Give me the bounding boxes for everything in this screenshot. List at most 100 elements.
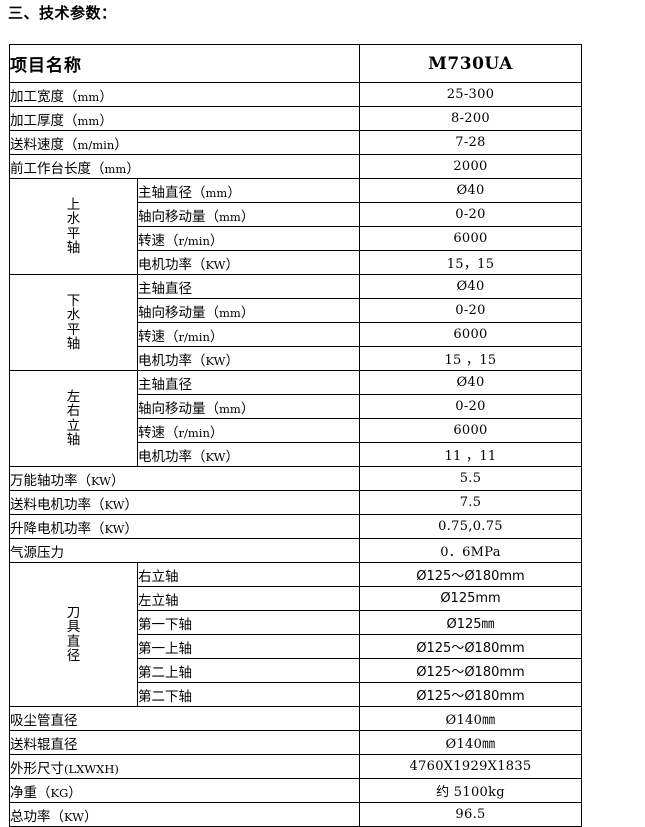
spec-item-name: 电机功率（KW） [137, 250, 360, 275]
spec-value: Ø140㎜ [359, 706, 582, 731]
spec-item-label: 主轴直径 [138, 376, 192, 393]
spec-value: 96.5 [359, 802, 582, 827]
spec-item-name: 万能轴功率（KW） [9, 466, 360, 491]
vertical-label-char: 具 [66, 619, 81, 636]
spec-item-label: 右立轴 [138, 568, 179, 585]
spec-item-label: 电机功率（ [138, 448, 206, 465]
spec-item-name: 转速（r/min） [137, 226, 360, 251]
spec-item-label-tail: ） [209, 424, 224, 441]
spec-value: 0．6MPa [359, 538, 582, 563]
spec-value: 约 5100kg [359, 778, 582, 803]
spec-item-unit: (LXWXH) [64, 761, 119, 776]
spec-item-label-tail: ） [209, 232, 224, 249]
spec-row: 转速（r/min） 6000 [10, 322, 582, 347]
spec-value: 0.75,0.75 [359, 514, 582, 539]
spec-item-label: 轴向移动量（ [138, 208, 219, 225]
vertical-label: 刀具直径 [10, 606, 137, 662]
spec-value: 25-300 [359, 82, 582, 107]
spec-value: Ø140㎜ [359, 730, 582, 755]
spec-row: 升降电机功率（KW） 0.75,0.75 [9, 514, 582, 539]
spec-row: 刀具直径 右立轴 Ø125～Ø180mm [9, 562, 582, 707]
spec-item-label: 转速（ [138, 232, 179, 249]
spec-value: 6000 [359, 226, 582, 251]
vertical-label: 上水平轴 [10, 198, 137, 254]
spec-item-label: 气源压力 [10, 544, 64, 561]
spec-item-label: 主轴直径 [138, 280, 192, 297]
spec-value: 0-20 [359, 298, 582, 323]
spec-row: 送料辊直径 Ø140㎜ [9, 730, 582, 755]
spec-item-label-tail: ） [225, 256, 240, 273]
spec-value: Ø125～Ø180mm [359, 682, 582, 707]
spec-item-name: 第一下轴 [137, 610, 360, 635]
spec-value: 15 ，15 [359, 346, 582, 371]
vertical-label-char: 平 [66, 225, 81, 242]
spec-item-label: 送料辊直径 [10, 736, 78, 753]
table-header-row: 项目名称 M730UA [9, 44, 582, 83]
table-body: 项目名称 M730UA 加工宽度（mm） 25-300 加工厚度（mm） 8-200 送料速… [9, 44, 582, 827]
spec-item-label-tail: ） [225, 352, 240, 369]
spec-item-unit: KW [104, 521, 125, 536]
spec-item-label-tail: ） [225, 448, 240, 465]
spec-row: 加工厚度（mm） 8-200 [9, 106, 582, 131]
vertical-label-char: 轴 [66, 335, 81, 352]
spec-item-label: 转速（ [138, 424, 179, 441]
spec-item-label-tail: ） [227, 184, 241, 201]
spec-item-label: 加工厚度（ [10, 112, 78, 129]
spec-item-name: 轴向移动量（mm） [137, 202, 360, 227]
spec-row: 加工宽度（mm） 25-300 [9, 82, 582, 107]
vertical-label-char: 右 [66, 403, 81, 420]
spec-value: 5.5 [359, 466, 582, 491]
spec-value: Ø125㎜ [359, 610, 582, 635]
spec-item-name: 第二上轴 [137, 658, 360, 683]
spec-value: 7-28 [359, 130, 582, 155]
spec-item-label-tail: ） [111, 472, 125, 489]
spec-item-name: 第二下轴 [137, 682, 360, 707]
spec-item-name: 电机功率（KW） [137, 442, 360, 467]
spec-item-unit: m/min [77, 137, 115, 152]
spec-item-name: 主轴直径（mm） [137, 178, 360, 203]
spec-item-label: 第一上轴 [138, 640, 192, 657]
spec-item-label-tail: ） [114, 136, 128, 153]
spec-item-label: 前工作台长度（ [10, 160, 105, 177]
vertical-label-char: 水 [66, 307, 81, 324]
spec-row: 吸尘管直径 Ø140㎜ [9, 706, 582, 731]
spec-item-unit: mm [205, 185, 228, 200]
spec-item-label: 转速（ [138, 328, 179, 345]
spec-row: 第一下轴 Ø125㎜ [10, 610, 582, 635]
spec-item-name: 送料辊直径 [9, 730, 360, 755]
spec-item-label: 第二下轴 [138, 688, 192, 705]
spec-item-label-tail: ） [124, 520, 139, 537]
header-item-name: 项目名称 [9, 44, 360, 83]
spec-value: Ø40 [359, 370, 582, 395]
spec-item-name: 气源压力 [9, 538, 360, 563]
spec-item-unit: KW [64, 809, 85, 824]
spec-item-label: 送料速度（ [10, 136, 78, 153]
spec-item-label-tail: ） [240, 304, 255, 321]
spec-item-name: 轴向移动量（mm） [137, 394, 360, 419]
vertical-label: 下水平轴 [10, 294, 137, 350]
vertical-label-char: 轴 [66, 431, 81, 448]
spec-item-unit: KW [205, 353, 226, 368]
header-model-name: M730UA [359, 44, 582, 83]
vertical-label-char: 径 [66, 647, 81, 664]
spec-row: 第一上轴 Ø125～Ø180mm [10, 634, 582, 659]
spec-item-name: 轴向移动量（mm） [137, 298, 360, 323]
spec-item-unit: mm [219, 305, 241, 320]
spec-value: Ø125～Ø180mm [359, 562, 582, 587]
spec-row: 下水平轴主轴直径 Ø40 [9, 274, 582, 371]
spec-item-unit: r/min [178, 233, 210, 248]
spec-item-label: 加工宽度（ [10, 88, 78, 105]
spec-value: 4760X1929X1835 [359, 754, 582, 779]
spec-item-label: 总功率（ [10, 808, 64, 825]
spec-item-name: 送料电机功率（KW） [9, 490, 360, 515]
vertical-label-char: 轴 [66, 239, 81, 256]
spec-row: 送料速度（m/min） 7-28 [9, 130, 582, 155]
spec-row: 送料电机功率（KW） 7.5 [9, 490, 582, 515]
spec-row: 外形尺寸(LXWXH) 4760X1929X1835 [9, 754, 582, 779]
spec-item-label-tail: ） [240, 400, 255, 417]
spec-row: 轴向移动量（mm） 0-20 [10, 394, 582, 419]
spec-item-name: 送料速度（m/min） [9, 130, 360, 155]
spec-item-unit: mm [219, 401, 241, 416]
spec-item-label: 万能轴功率（ [10, 472, 91, 489]
spec-item-unit: mm [104, 161, 127, 176]
